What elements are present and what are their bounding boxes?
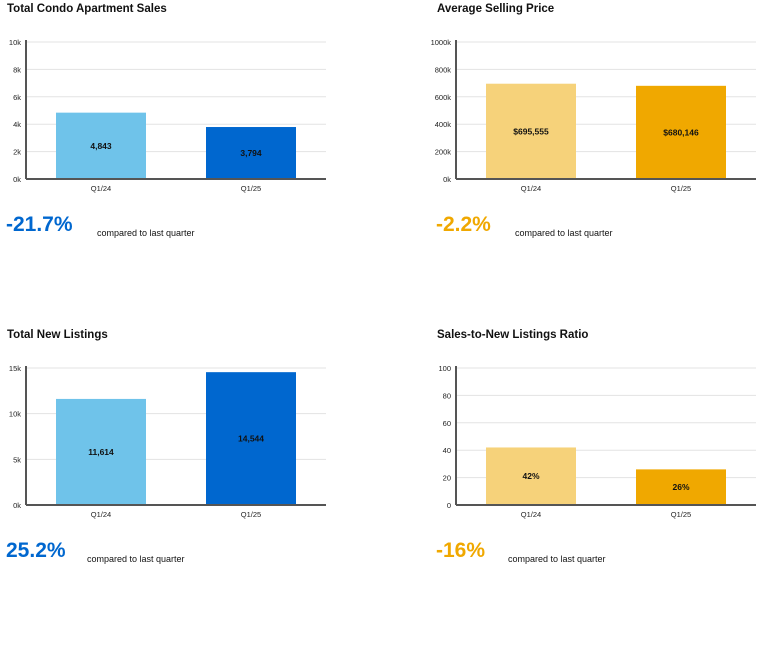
y-tick-label: 60 bbox=[443, 419, 451, 428]
y-tick-label: 1000k bbox=[431, 38, 452, 47]
y-tick-label: 600k bbox=[435, 93, 452, 102]
x-tick-label: Q1/24 bbox=[91, 184, 111, 193]
change-percent: -21.7% bbox=[6, 213, 73, 236]
bar bbox=[206, 372, 296, 505]
bar-value-label: 4,843 bbox=[90, 141, 112, 151]
panel-new-listings: Total New Listings 0k 5k 10k 15k 11,614 Q1/24… bbox=[0, 326, 330, 586]
bar bbox=[56, 112, 146, 179]
y-tick-label: 8k bbox=[13, 65, 21, 74]
bar bbox=[486, 83, 576, 179]
x-tick-label: Q1/25 bbox=[671, 184, 691, 193]
bar bbox=[486, 447, 576, 505]
chart-title: Total New Listings bbox=[7, 329, 108, 341]
change-percent: 25.2% bbox=[6, 539, 66, 562]
y-tick-label: 800k bbox=[435, 65, 452, 74]
y-tick-label: 400k bbox=[435, 120, 452, 129]
y-tick-label: 40 bbox=[443, 446, 451, 455]
chart-title: Total Condo Apartment Sales bbox=[7, 3, 167, 15]
y-tick-label: 0 bbox=[447, 501, 451, 510]
x-tick-label: Q1/24 bbox=[91, 510, 111, 519]
x-tick-label: Q1/24 bbox=[521, 510, 541, 519]
chart-title: Sales-to-New Listings Ratio bbox=[437, 329, 589, 341]
y-tick-label: 20 bbox=[443, 474, 451, 483]
panel-avg-selling-price: Average Selling Price 0k 200k 400k 600k 800k… bbox=[430, 0, 760, 260]
bar bbox=[56, 398, 146, 505]
compare-note: compared to last quarter bbox=[508, 554, 606, 564]
y-tick-label: 4k bbox=[13, 120, 21, 129]
y-tick-label: 0k bbox=[13, 175, 21, 184]
bar bbox=[636, 469, 726, 505]
bar-value-label: 14,544 bbox=[238, 434, 264, 444]
bar-value-label: 3,794 bbox=[240, 148, 262, 158]
bar-chart-condo-sales: 0k 2k 4k 6k 8k 10k 4,843 Q1/24 3,794 Q1/25 bbox=[9, 38, 326, 193]
compare-note: compared to last quarter bbox=[87, 554, 185, 564]
y-tick-label: 200k bbox=[435, 148, 452, 157]
compare-note: compared to last quarter bbox=[97, 228, 195, 238]
x-tick-label: Q1/25 bbox=[241, 510, 261, 519]
y-tick-label: 0k bbox=[443, 175, 451, 184]
y-tick-label: 0k bbox=[13, 501, 21, 510]
y-tick-label: 6k bbox=[13, 93, 21, 102]
y-tick-label: 10k bbox=[9, 410, 21, 419]
y-tick-label: 15k bbox=[9, 364, 21, 373]
y-tick-label: 5k bbox=[13, 455, 21, 464]
y-tick-label: 2k bbox=[13, 148, 21, 157]
bar-chart-avg-price: 0k 200k 400k 600k 800k 1000k $695,555 Q1/24 $680… bbox=[431, 38, 756, 193]
y-tick-label: 100 bbox=[438, 364, 451, 373]
bar-chart-ratio: 0 20 40 60 80 100 42% Q1/24 26% Q1/25 bbox=[438, 364, 756, 519]
bar bbox=[206, 127, 296, 179]
bar-chart-new-listings: 0k 5k 10k 15k 11,614 Q1/24 14,544 Q1/25 bbox=[9, 364, 326, 519]
bar-value-label: 26% bbox=[672, 482, 689, 492]
x-tick-label: Q1/25 bbox=[241, 184, 261, 193]
bar-value-label: 42% bbox=[522, 471, 539, 481]
y-tick-label: 80 bbox=[443, 391, 451, 400]
bar bbox=[636, 85, 726, 179]
bar-value-label: 11,614 bbox=[88, 447, 114, 457]
x-tick-label: Q1/25 bbox=[671, 510, 691, 519]
panel-sales-to-listings-ratio: Sales-to-New Listings Ratio 0 20 40 60 80 100… bbox=[430, 326, 760, 586]
x-tick-label: Q1/24 bbox=[521, 184, 541, 193]
y-tick-label: 10k bbox=[9, 38, 21, 47]
change-percent: -2.2% bbox=[436, 213, 491, 236]
compare-note: compared to last quarter bbox=[515, 228, 613, 238]
bar-value-label: $695,555 bbox=[513, 126, 549, 136]
change-percent: -16% bbox=[436, 539, 486, 562]
bar-value-label: $680,146 bbox=[663, 127, 699, 137]
chart-title: Average Selling Price bbox=[437, 3, 555, 15]
panel-condo-sales: Total Condo Apartment Sales 0k 2k 4k 6k 8k 10… bbox=[0, 0, 330, 260]
